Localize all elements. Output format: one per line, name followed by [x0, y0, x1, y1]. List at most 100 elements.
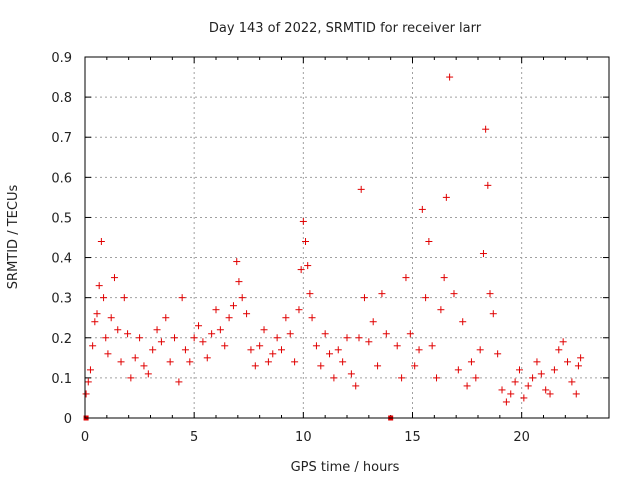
data-point	[564, 358, 572, 366]
data-point	[347, 370, 355, 378]
data-point	[559, 338, 567, 346]
data-point	[425, 238, 433, 246]
data-point	[479, 250, 487, 258]
data-point	[178, 294, 186, 302]
data-point	[131, 354, 139, 362]
data-point	[291, 358, 299, 366]
data-point	[446, 73, 454, 81]
data-point	[302, 238, 310, 246]
data-point	[104, 350, 112, 358]
data-point	[437, 306, 445, 314]
data-point	[97, 238, 105, 246]
data-point	[264, 358, 272, 366]
y-tick-label: 0.1	[51, 372, 72, 387]
data-point	[533, 358, 541, 366]
data-point	[216, 326, 224, 334]
data-point	[120, 294, 128, 302]
data-point	[117, 358, 125, 366]
data-point	[91, 318, 99, 326]
data-point	[476, 346, 484, 354]
data-point	[212, 306, 220, 314]
data-point	[100, 294, 108, 302]
data-point	[286, 330, 294, 338]
data-point	[195, 322, 203, 330]
data-point	[233, 258, 241, 266]
data-point	[317, 362, 325, 370]
data-point	[203, 354, 211, 362]
data-point	[306, 290, 314, 298]
data-point	[352, 382, 360, 390]
y-tick-label: 0.5	[51, 211, 72, 226]
data-point	[221, 342, 229, 350]
data-point	[208, 330, 216, 338]
x-tick-label: 15	[404, 430, 421, 445]
data-point	[422, 294, 430, 302]
y-tick-label: 0.3	[51, 292, 72, 307]
data-point	[235, 278, 243, 286]
data-point	[454, 366, 462, 374]
data-point	[428, 342, 436, 350]
data-point	[312, 342, 320, 350]
data-point	[574, 362, 582, 370]
data-point	[411, 362, 419, 370]
data-point	[374, 362, 382, 370]
data-point	[393, 342, 401, 350]
data-points	[82, 73, 585, 421]
data-point	[542, 386, 550, 394]
data-point	[550, 366, 558, 374]
data-point	[278, 346, 285, 354]
data-point	[502, 398, 510, 406]
data-point	[406, 330, 414, 338]
data-point	[369, 318, 377, 326]
x-tick-label: 0	[81, 430, 89, 445]
data-point	[144, 370, 152, 378]
data-point	[484, 181, 492, 189]
data-point	[572, 390, 580, 398]
data-point	[555, 346, 563, 354]
y-axis-label: SRMTID / TECUs	[6, 185, 21, 290]
data-point	[247, 346, 255, 354]
data-point	[260, 326, 268, 334]
data-point	[299, 217, 307, 225]
data-point	[442, 193, 450, 201]
data-point	[482, 125, 490, 133]
data-point	[243, 310, 251, 318]
data-point	[418, 205, 426, 213]
plot-frame	[84, 56, 610, 419]
data-point	[295, 306, 303, 314]
data-point	[282, 314, 290, 322]
data-point	[107, 314, 115, 322]
data-point	[524, 382, 532, 390]
y-tick-label: 0.9	[51, 51, 72, 66]
data-point	[140, 362, 148, 370]
data-point	[186, 358, 194, 366]
axis-ticks: 0 0.1 0.2 0.3 0.4 0.5 0.6 0.7 0.8 0.9 0 5 10 15 20	[51, 51, 609, 445]
data-point	[529, 374, 537, 382]
data-point	[355, 334, 363, 342]
data-point	[114, 326, 122, 334]
data-point	[415, 346, 423, 354]
data-point	[568, 378, 576, 386]
data-point	[166, 358, 174, 366]
x-tick-label: 20	[513, 430, 530, 445]
data-point	[489, 310, 497, 318]
data-point	[86, 366, 94, 374]
data-point	[171, 334, 179, 342]
data-point	[577, 354, 585, 362]
data-point	[537, 370, 545, 378]
data-point	[304, 262, 312, 270]
data-point	[494, 350, 502, 358]
data-point	[256, 342, 264, 350]
data-point	[157, 338, 165, 346]
data-point	[84, 378, 92, 386]
data-point	[459, 318, 467, 326]
data-point	[450, 290, 458, 298]
data-point	[365, 338, 373, 346]
data-point	[498, 386, 506, 394]
data-point	[402, 274, 410, 282]
data-point	[467, 358, 475, 366]
data-point	[486, 290, 494, 298]
data-point	[136, 334, 144, 342]
data-point	[334, 346, 342, 354]
y-tick-label: 0.4	[51, 252, 72, 267]
